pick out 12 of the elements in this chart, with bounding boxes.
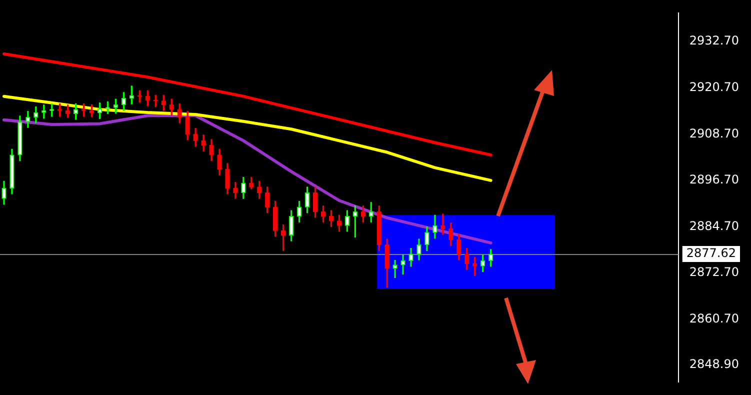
ref-line-label: 2877.62	[686, 246, 736, 260]
y-tick-label: 2848.90	[689, 356, 739, 371]
candlestick	[400, 254, 406, 274]
y-tick-label: 2896.70	[689, 172, 739, 187]
candlestick	[440, 214, 446, 235]
y-tick-label: 2872.70	[689, 265, 739, 280]
y-tick-label: 2884.70	[689, 218, 739, 233]
y-tick-label: 2920.70	[689, 80, 739, 94]
y-tick-label: 2908.70	[689, 126, 739, 140]
y-tick-label: 2860.70	[689, 311, 739, 326]
candlestick	[392, 260, 398, 278]
y-tick-label: 2932.70	[689, 34, 739, 48]
